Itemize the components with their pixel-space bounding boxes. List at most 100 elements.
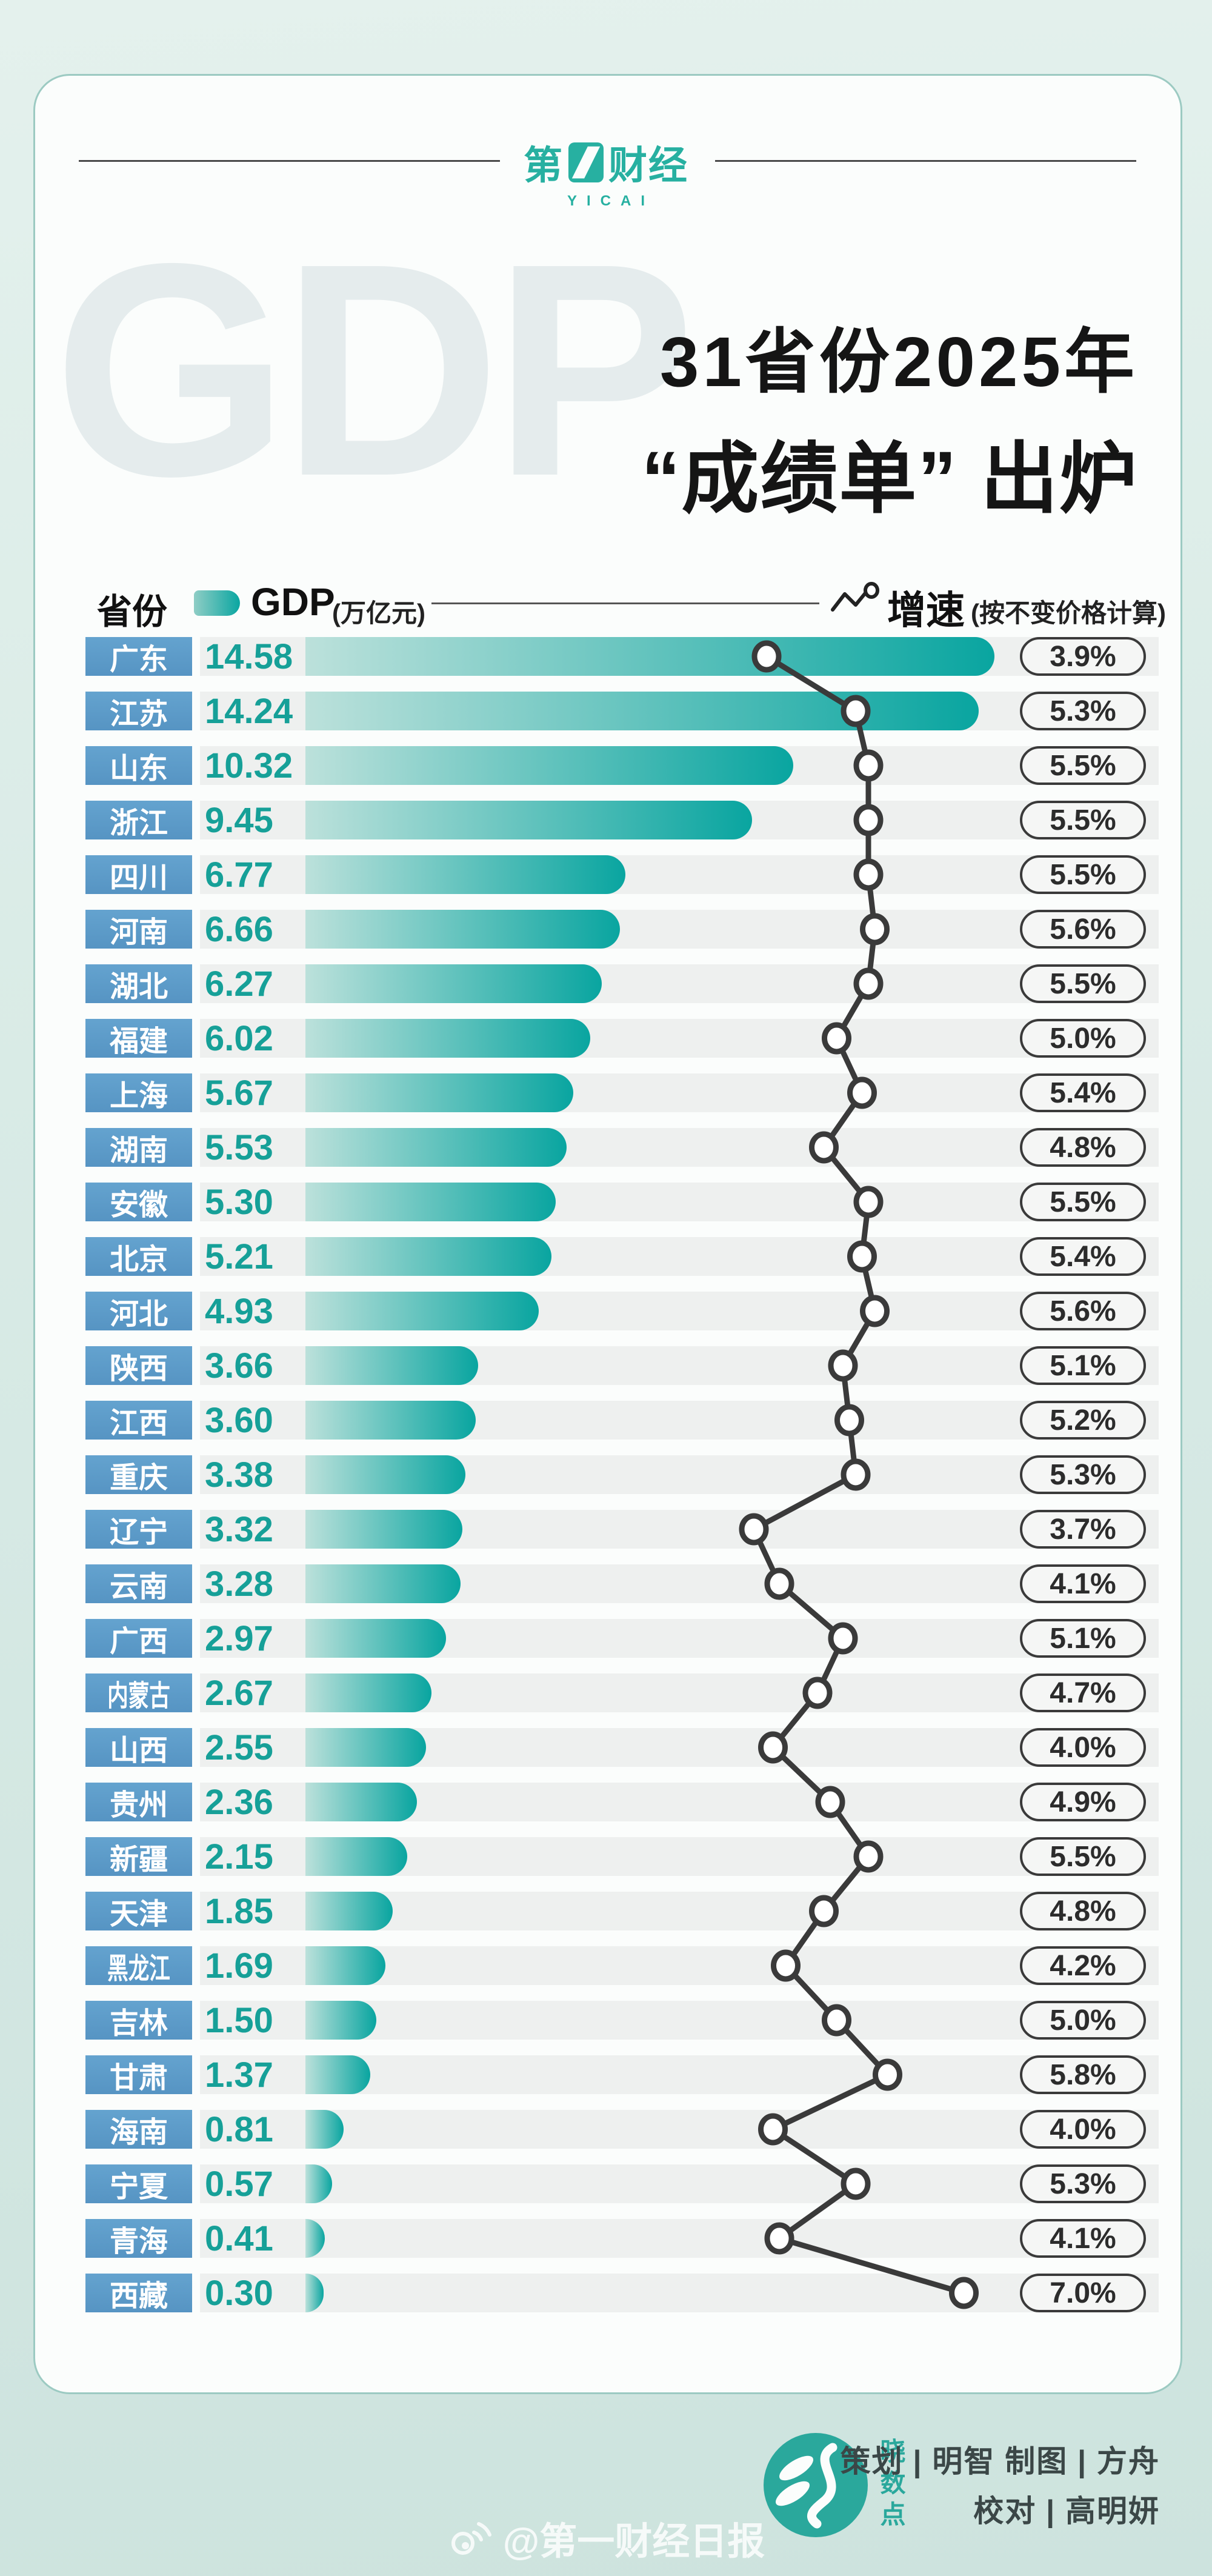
growth-pill: 5.3% — [1020, 692, 1146, 730]
row-band — [200, 2274, 1159, 2312]
gdp-value: 14.24 — [205, 692, 293, 731]
gdp-value: 6.66 — [205, 910, 273, 949]
chart-row: 海南 0.81 4.0% — [0, 2110, 1212, 2149]
chart-row: 四川 6.77 5.5% — [0, 855, 1212, 895]
chart-row: 重庆 3.38 5.3% — [0, 1455, 1212, 1495]
growth-pill: 5.6% — [1020, 910, 1146, 949]
gdp-value: 2.67 — [205, 1673, 273, 1713]
growth-pill: 5.0% — [1020, 2001, 1146, 2040]
gdp-value: 4.93 — [205, 1292, 273, 1331]
gdp-value: 9.45 — [205, 801, 273, 840]
province-label: 江西 — [85, 1401, 192, 1440]
province-label: 北京 — [85, 1237, 192, 1276]
gdp-value: 1.85 — [205, 1892, 273, 1931]
page-subtitle: “成绩单” 出炉 — [641, 436, 1138, 522]
gdp-value: 0.41 — [205, 2219, 273, 2258]
province-label: 湖南 — [85, 1128, 192, 1167]
chart-row: 山东 10.32 5.5% — [0, 746, 1212, 786]
chart-row: 河南 6.66 5.6% — [0, 910, 1212, 949]
chart-row: 江苏 14.24 5.3% — [0, 692, 1212, 731]
gdp-value: 1.69 — [205, 1946, 273, 1986]
chart-row: 安徽 5.30 5.5% — [0, 1183, 1212, 1222]
province-label: 黑龙江 — [85, 1946, 192, 1985]
growth-pill: 5.1% — [1020, 1619, 1146, 1658]
province-label: 山西 — [85, 1728, 192, 1767]
gdp-bar — [305, 692, 979, 730]
gdp-bar — [305, 637, 994, 676]
gdp-watermark: GDP — [53, 200, 695, 539]
chart-row: 浙江 9.45 5.5% — [0, 801, 1212, 840]
chart-row: 北京 5.21 5.4% — [0, 1237, 1212, 1276]
chart-row: 西藏 0.30 7.0% — [0, 2274, 1212, 2313]
row-band — [200, 2110, 1159, 2149]
legend-gdp-label: GDP — [251, 580, 335, 624]
row-band — [200, 2219, 1159, 2258]
chart-row: 广西 2.97 5.1% — [0, 1619, 1212, 1658]
chart-row: 辽宁 3.32 3.7% — [0, 1510, 1212, 1549]
legend-divider-line — [431, 602, 819, 604]
province-label: 浙江 — [85, 801, 192, 839]
province-label: 吉林 — [85, 2001, 192, 2040]
studio-name: 晓数点 — [877, 2438, 905, 2532]
gdp-value: 3.28 — [205, 1564, 273, 1604]
gdp-value: 14.58 — [205, 637, 293, 676]
weibo-icon — [451, 2522, 491, 2555]
gdp-value: 6.02 — [205, 1019, 273, 1058]
growth-pill: 4.0% — [1020, 1728, 1146, 1767]
gdp-bar — [305, 1946, 385, 1985]
province-label: 甘肃 — [85, 2055, 192, 2094]
gdp-bar — [305, 1128, 567, 1167]
growth-pill: 5.1% — [1020, 1346, 1146, 1385]
province-label: 福建 — [85, 1019, 192, 1058]
chart-row: 云南 3.28 4.1% — [0, 1564, 1212, 1604]
province-label: 上海 — [85, 1073, 192, 1112]
chart-row: 湖北 6.27 5.5% — [0, 964, 1212, 1004]
province-label: 天津 — [85, 1892, 192, 1930]
growth-pill: 4.1% — [1020, 1564, 1146, 1603]
brand-logo-cn: 第 财经 — [524, 135, 688, 190]
gdp-value: 0.30 — [205, 2274, 273, 2313]
gdp-bar — [305, 855, 625, 894]
legend-province-header: 省份 — [97, 592, 168, 632]
province-label: 海南 — [85, 2110, 192, 2149]
gdp-value: 2.97 — [205, 1619, 273, 1658]
gdp-bar — [305, 1728, 426, 1767]
gdp-bar — [305, 1401, 476, 1440]
province-label: 山东 — [85, 746, 192, 785]
chart-row: 宁夏 0.57 5.3% — [0, 2164, 1212, 2204]
growth-pill: 5.4% — [1020, 1237, 1146, 1276]
growth-pill: 4.8% — [1020, 1128, 1146, 1167]
growth-pill: 5.3% — [1020, 1455, 1146, 1494]
province-label: 陕西 — [85, 1346, 192, 1385]
chart-row: 山西 2.55 4.0% — [0, 1728, 1212, 1767]
province-label: 内蒙古 — [85, 1673, 192, 1712]
brand-logo-en: YICAI — [567, 193, 654, 209]
brand-logo-suffix: 财经 — [608, 144, 688, 187]
chart-row: 陕西 3.66 5.1% — [0, 1346, 1212, 1386]
growth-pill: 4.9% — [1020, 1783, 1146, 1821]
gdp-bar — [305, 746, 793, 785]
chart-row: 贵州 2.36 4.9% — [0, 1783, 1212, 1822]
growth-pill: 5.3% — [1020, 2164, 1146, 2203]
chart-row: 内蒙古 2.67 4.7% — [0, 1673, 1212, 1713]
growth-pill: 5.6% — [1020, 1292, 1146, 1330]
gdp-value: 2.36 — [205, 1783, 273, 1822]
growth-pill: 3.7% — [1020, 1510, 1146, 1549]
chart-row: 青海 0.41 4.1% — [0, 2219, 1212, 2258]
gdp-bar — [305, 2001, 376, 2040]
chart-row: 福建 6.02 5.0% — [0, 1019, 1212, 1058]
gdp-bar — [305, 1019, 590, 1058]
brand-logo-prefix: 第 — [524, 144, 564, 187]
weibo-watermark: @第一财经日报 — [0, 2511, 1212, 2565]
growth-pill: 5.5% — [1020, 801, 1146, 839]
gdp-bar — [305, 910, 620, 949]
growth-pill: 5.8% — [1020, 2055, 1146, 2094]
gdp-bar — [305, 2055, 370, 2094]
province-label: 宁夏 — [85, 2164, 192, 2203]
province-label: 四川 — [85, 855, 192, 894]
gdp-bar — [305, 1783, 417, 1821]
growth-pill: 5.2% — [1020, 1401, 1146, 1440]
legend-gdp-swatch — [194, 590, 240, 616]
province-label: 青海 — [85, 2219, 192, 2258]
